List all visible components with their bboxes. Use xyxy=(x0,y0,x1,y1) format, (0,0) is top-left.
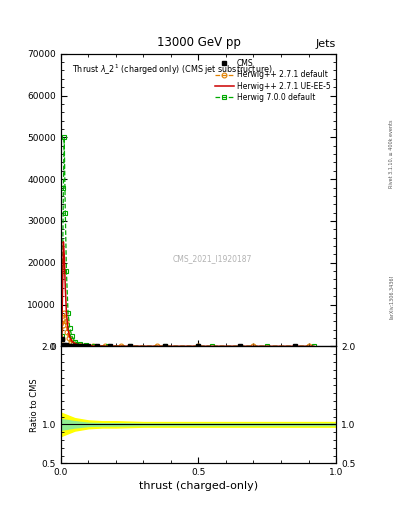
CMS xyxy=(94,343,99,349)
Herwig++ 2.7.1 UE-EE-5 xyxy=(70,338,74,345)
Herwig++ 2.7.1 default xyxy=(76,343,81,349)
Herwig++ 2.7.1 UE-EE-5 xyxy=(77,342,82,348)
Herwig++ 2.7.1 UE-EE-5 xyxy=(67,334,72,340)
Herwig++ 2.7.1 UE-EE-5 xyxy=(60,285,65,291)
Herwig++ 2.7.1 default xyxy=(251,343,256,349)
Legend: CMS, Herwig++ 2.7.1 default, Herwig++ 2.7.1 UE-EE-5, Herwig 7.0.0 default: CMS, Herwig++ 2.7.1 default, Herwig++ 2.… xyxy=(212,56,334,105)
X-axis label: thrust (charged-only): thrust (charged-only) xyxy=(139,481,258,492)
Line: Herwig++ 2.7.1 default: Herwig++ 2.7.1 default xyxy=(59,310,311,349)
Herwig 7.0.0 default xyxy=(265,343,270,349)
Herwig++ 2.7.1 UE-EE-5 xyxy=(127,343,132,349)
Herwig 7.0.0 default xyxy=(163,343,168,349)
Herwig++ 2.7.1 default xyxy=(64,318,68,324)
Herwig 7.0.0 default xyxy=(83,342,88,348)
Herwig++ 2.7.1 UE-EE-5 xyxy=(83,343,88,349)
Herwig++ 2.7.1 UE-EE-5 xyxy=(64,310,69,316)
CMS xyxy=(108,343,113,349)
Y-axis label: Ratio to CMS: Ratio to CMS xyxy=(30,378,39,432)
Herwig 7.0.0 default xyxy=(312,343,316,349)
Herwig 7.0.0 default xyxy=(105,343,110,349)
Herwig++ 2.7.1 default xyxy=(61,323,66,329)
Herwig++ 2.7.1 default xyxy=(155,343,160,349)
CMS xyxy=(86,343,91,349)
Herwig 7.0.0 default xyxy=(92,343,96,349)
Herwig++ 2.7.1 UE-EE-5 xyxy=(163,343,168,349)
Herwig 7.0.0 default xyxy=(67,325,72,331)
Herwig++ 2.7.1 default xyxy=(62,310,67,316)
Herwig++ 2.7.1 default xyxy=(196,343,201,349)
Herwig++ 2.7.1 default xyxy=(73,342,77,348)
Herwig 7.0.0 default xyxy=(66,310,70,316)
Text: 13000 GeV pp: 13000 GeV pp xyxy=(156,36,241,49)
CMS xyxy=(68,343,73,349)
Line: Herwig 7.0.0 default: Herwig 7.0.0 default xyxy=(59,135,316,349)
Herwig++ 2.7.1 UE-EE-5 xyxy=(312,343,316,349)
Herwig 7.0.0 default xyxy=(64,268,69,274)
Line: Herwig++ 2.7.1 UE-EE-5: Herwig++ 2.7.1 UE-EE-5 xyxy=(62,242,314,346)
Herwig++ 2.7.1 default xyxy=(71,340,75,347)
Herwig++ 2.7.1 default xyxy=(119,343,124,349)
Herwig++ 2.7.1 UE-EE-5 xyxy=(265,343,270,349)
CMS xyxy=(292,343,297,349)
CMS xyxy=(71,343,75,349)
Herwig++ 2.7.1 default xyxy=(82,343,86,349)
Herwig++ 2.7.1 default xyxy=(103,343,107,349)
CMS xyxy=(163,343,168,349)
Herwig++ 2.7.1 default xyxy=(65,329,70,335)
Herwig++ 2.7.1 default xyxy=(68,338,73,345)
CMS xyxy=(64,343,69,349)
Herwig++ 2.7.1 default xyxy=(306,343,311,349)
Herwig 7.0.0 default xyxy=(60,268,65,274)
Herwig++ 2.7.1 UE-EE-5 xyxy=(63,285,68,291)
Herwig++ 2.7.1 UE-EE-5 xyxy=(61,239,66,245)
Herwig++ 2.7.1 UE-EE-5 xyxy=(73,341,77,347)
CMS xyxy=(73,343,77,349)
CMS xyxy=(81,343,85,349)
Herwig 7.0.0 default xyxy=(70,333,74,339)
CMS xyxy=(127,343,132,349)
Herwig 7.0.0 default xyxy=(73,338,77,345)
CMS xyxy=(237,343,242,349)
Herwig 7.0.0 default xyxy=(210,343,215,349)
Herwig 7.0.0 default xyxy=(59,333,64,339)
Herwig 7.0.0 default xyxy=(77,341,82,347)
Line: CMS: CMS xyxy=(60,336,297,349)
Text: Thrust $\lambda\_2^{1}$ (charged only) (CMS jet substructure): Thrust $\lambda\_2^{1}$ (charged only) (… xyxy=(72,62,273,77)
CMS xyxy=(66,343,71,349)
CMS xyxy=(196,343,201,349)
Herwig 7.0.0 default xyxy=(127,343,132,349)
Herwig 7.0.0 default xyxy=(63,209,68,216)
Text: CMS_2021_I1920187: CMS_2021_I1920187 xyxy=(173,254,252,263)
Herwig 7.0.0 default xyxy=(61,184,66,190)
CMS xyxy=(62,342,66,348)
CMS xyxy=(75,343,80,349)
Herwig++ 2.7.1 UE-EE-5 xyxy=(92,343,96,349)
Herwig++ 2.7.1 default xyxy=(90,343,95,349)
Herwig++ 2.7.1 default xyxy=(59,336,64,342)
CMS xyxy=(77,343,82,349)
CMS xyxy=(60,336,64,342)
Herwig++ 2.7.1 UE-EE-5 xyxy=(210,343,215,349)
Herwig++ 2.7.1 UE-EE-5 xyxy=(59,334,64,340)
Text: Rivet 3.1.10, ≥ 400k events: Rivet 3.1.10, ≥ 400k events xyxy=(389,119,393,188)
Text: [arXiv:1306.3436]: [arXiv:1306.3436] xyxy=(389,275,393,319)
Text: Jets: Jets xyxy=(316,38,336,49)
Herwig 7.0.0 default xyxy=(62,134,66,140)
Herwig++ 2.7.1 default xyxy=(66,335,71,341)
Herwig++ 2.7.1 UE-EE-5 xyxy=(62,251,66,258)
Herwig++ 2.7.1 UE-EE-5 xyxy=(66,327,70,333)
Herwig++ 2.7.1 UE-EE-5 xyxy=(105,343,110,349)
